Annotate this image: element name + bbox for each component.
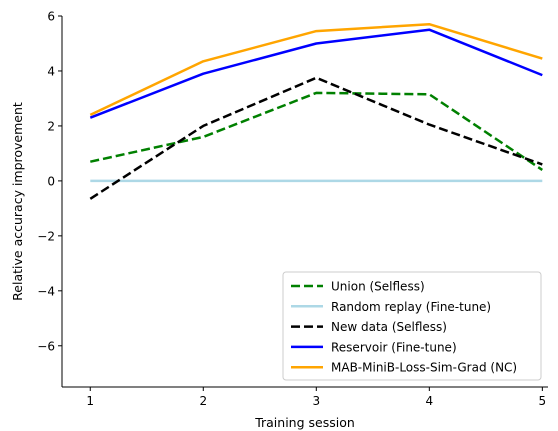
x-tick-label: 5 (539, 394, 547, 408)
legend-label: MAB-MiniB-Loss-Sim-Grad (NC) (331, 361, 517, 375)
y-axis-label: Relative accuracy improvement (10, 102, 25, 301)
legend-label: Random replay (Fine-tune) (331, 300, 491, 314)
legend-label: Union (Selfless) (331, 280, 425, 294)
y-tick-label: 6 (47, 10, 55, 24)
y-tick-label: −4 (37, 284, 55, 298)
series-line-5 (89, 22, 543, 117)
x-tick-label: 4 (426, 394, 434, 408)
legend: Union (Selfless) Random replay (Fine-tune… (282, 271, 542, 381)
y-tick-label: 0 (47, 174, 55, 188)
series-lines (89, 22, 543, 200)
legend-label: New data (Selfless) (331, 320, 447, 334)
y-tick-label: 2 (47, 119, 55, 133)
legend-box (282, 271, 542, 381)
x-tick-label: 3 (312, 394, 320, 408)
x-tick-label: 1 (86, 394, 94, 408)
y-tick-label: 4 (47, 64, 55, 78)
y-tick-label: −6 (37, 339, 55, 353)
axes (61, 16, 548, 388)
y-tick-label: −2 (37, 229, 55, 243)
legend-label: Reservoir (Fine-tune) (331, 340, 457, 354)
ticks: 1 2 3 4 5 6 4 2 0 −2 −4 −6 (37, 10, 546, 409)
series-line-3 (89, 76, 543, 200)
x-axis-label: Training session (254, 415, 355, 430)
series-line-1 (90, 91, 543, 171)
x-tick-label: 2 (199, 394, 207, 408)
series-line-4 (89, 28, 543, 119)
